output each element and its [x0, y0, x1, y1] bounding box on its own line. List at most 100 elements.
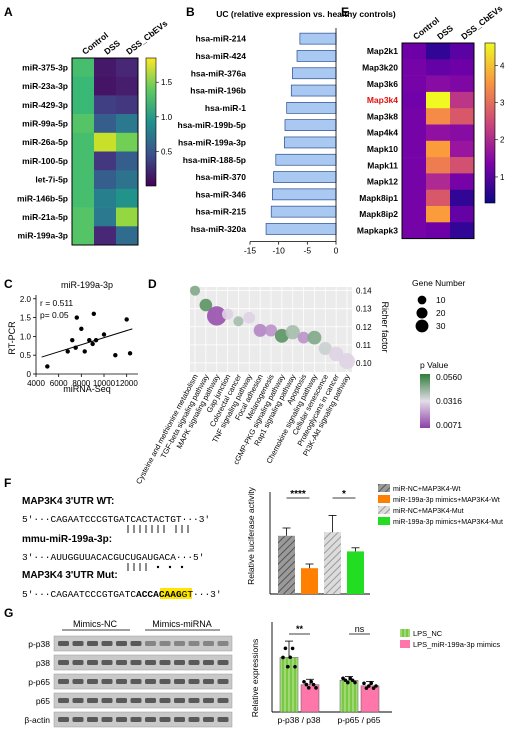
blot-band: [116, 717, 127, 722]
category-label: hsa-miR-215: [195, 207, 246, 217]
data-point: [82, 349, 87, 354]
heatmap-cell: [426, 108, 451, 125]
blot-band: [145, 679, 156, 684]
row-label: Map3k8: [367, 111, 398, 121]
blot-band: [203, 660, 214, 665]
category-label: p-p38 / p38: [277, 715, 320, 725]
colorbar: [484, 42, 496, 204]
blot-strip: [53, 673, 233, 690]
bubble: [285, 325, 300, 340]
chart-d-ylabel: Richer factor: [380, 301, 390, 352]
blot-row-label: p-p65: [28, 677, 50, 687]
blot-band: [145, 660, 156, 665]
mut-seq-highlight: CAAG: [159, 589, 182, 600]
heatmap-cell: [402, 43, 427, 60]
colorbar-tick-label: 1.0: [161, 113, 173, 122]
column-label: DSS_CbEVs: [459, 3, 504, 42]
column-label: Control: [411, 15, 441, 41]
heatmap-cell: [450, 140, 475, 158]
blot-band: [130, 641, 142, 646]
bar: [270, 205, 337, 218]
heatmap-cell: [116, 188, 139, 208]
blot-band: [116, 660, 127, 665]
bar: [286, 101, 337, 114]
heatmap-cell: [116, 95, 139, 115]
bar: [284, 136, 337, 149]
bubble: [297, 331, 310, 344]
blot-band: [188, 641, 200, 646]
blot-band: [159, 660, 171, 665]
bubble: [243, 311, 256, 324]
row-label: miR-146b-5p: [17, 193, 68, 203]
bar: [272, 188, 337, 201]
colorbar-tick-label: 4: [500, 61, 505, 70]
category-label: hsa-miR-199b-5p: [178, 120, 247, 130]
size-legend-dot: [415, 319, 429, 333]
blot-band: [159, 679, 171, 684]
heatmap-cell: [450, 189, 475, 207]
category-label: hsa-miR-346: [195, 189, 246, 199]
data-point: [364, 686, 369, 690]
bar: [278, 535, 295, 594]
y-tick-label: 1.5: [20, 314, 32, 323]
bubble: [207, 306, 227, 326]
blot-band: [58, 679, 69, 684]
legend-swatch: [378, 495, 390, 503]
blot-row-label: β-actin: [24, 715, 50, 725]
panel-label-f: F: [4, 476, 11, 490]
blot-band: [72, 679, 84, 684]
heatmap-cell: [450, 206, 475, 223]
blot-band: [130, 660, 142, 665]
blot-band: [130, 717, 142, 722]
blot-band: [174, 660, 185, 665]
heatmap-cell: [402, 140, 427, 158]
y-tick-label: 0.10: [356, 359, 372, 368]
data-point: [353, 680, 357, 685]
panel-label-b: B: [186, 5, 195, 19]
blot-band: [87, 717, 98, 722]
blot-band: [87, 679, 98, 684]
blot-band: [101, 660, 113, 665]
y-tick-label: 0.12: [356, 323, 372, 332]
blot-band: [174, 679, 185, 684]
colorbar-tick-label: 2: [500, 136, 505, 145]
sequence-block: MAP3K4 3'UTR WT: 5'···CAGAATCCCGTGATCACT…: [22, 496, 222, 600]
size-legend-label: 20: [436, 308, 446, 318]
blot-strip: [53, 711, 233, 728]
pvalue-label: 0.0316: [436, 396, 462, 406]
heatmap-cell: [72, 132, 95, 152]
row-label: Mapk10: [367, 144, 398, 154]
blot-group2: Mimics-miRNA: [152, 619, 212, 629]
legend-label: miR-NC+MAP3K4-Wt: [393, 486, 461, 493]
category-label: hsa-miR-188-5p: [183, 155, 246, 165]
size-legend-label: 30: [436, 321, 446, 331]
blot-band: [188, 698, 200, 703]
heatmap-cell: [94, 132, 117, 152]
blot-band: [72, 698, 84, 703]
heatmap-cell: [72, 58, 95, 77]
heatmap-cell: [72, 151, 95, 171]
mutation-highlight: [160, 588, 192, 599]
x-tick-label: 6000: [50, 379, 68, 388]
y-tick-label: 0.5: [20, 351, 32, 360]
colorbar-tick-label: 1: [500, 173, 505, 182]
legend-label: LPS_miR-199a-3p mimics: [413, 640, 500, 649]
heatmap-cell: [402, 173, 427, 190]
base-pair-lines: [127, 525, 189, 571]
bubble: [307, 330, 322, 345]
blot-band: [217, 679, 229, 684]
category-label: hsa-miR-370: [195, 172, 246, 182]
row-label: miR-21a-5p: [22, 212, 68, 222]
data-point: [369, 681, 374, 686]
heatmap-border: [71, 57, 139, 246]
heatmap-border: [401, 42, 475, 240]
data-point: [374, 684, 378, 688]
size-legend-dot: [416, 307, 428, 319]
data-point: [91, 311, 97, 317]
row-label: Map3k20: [362, 62, 398, 72]
significance-label: ns: [355, 624, 365, 634]
data-point: [350, 678, 355, 683]
heatmap-cell: [426, 140, 451, 158]
significance-label: *: [342, 489, 346, 500]
western-blot: Mimics-NC Mimics-miRNA p-p38 p38 p-p65 p65 β…: [24, 619, 233, 728]
